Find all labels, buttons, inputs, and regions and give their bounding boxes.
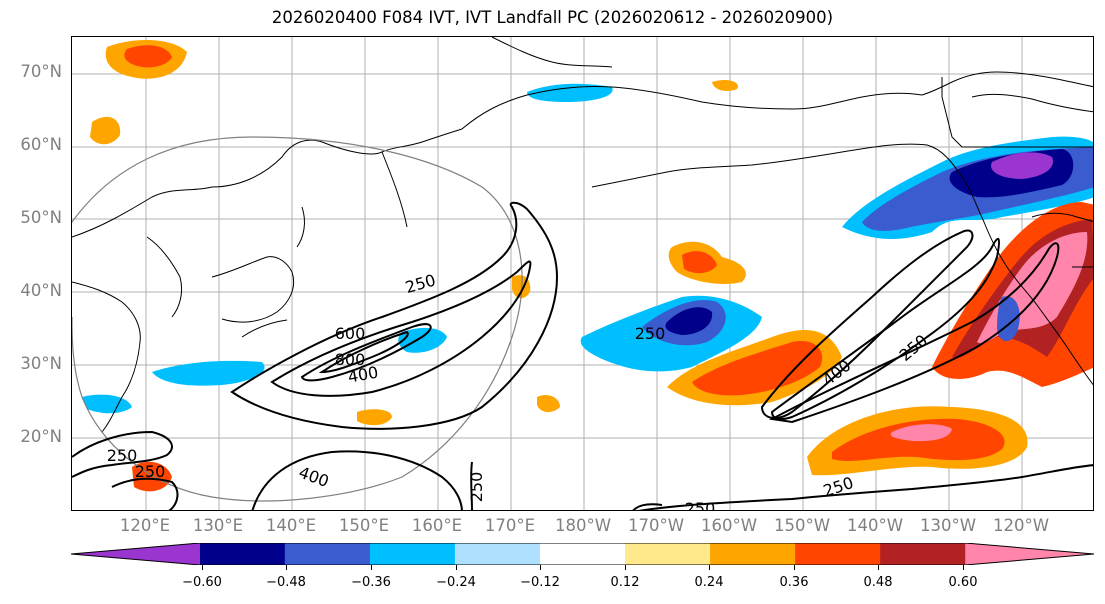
positive-anomaly-bering (712, 79, 738, 91)
colorbar-tick-mark (286, 565, 287, 570)
colorbar-segment (284, 543, 371, 565)
colorbar-segment (710, 543, 796, 565)
lon-label-180w: 180°W (554, 516, 612, 535)
colorbar-tick-label: −0.12 (520, 575, 560, 590)
contour-label-800: 800 (335, 350, 366, 369)
positive-anomaly-arctic-small (90, 116, 121, 145)
colorbar-segment (71, 543, 200, 565)
contour-label-250-philippines: 250 (135, 462, 166, 481)
positive-anomaly-hawaii (537, 395, 560, 413)
colorbar-tick-mark (540, 565, 541, 570)
lon-label-160w: 160°W (700, 516, 758, 535)
lat-label-20n: 20°N (20, 427, 62, 446)
colorbar-tick-mark (709, 565, 710, 570)
colorbar-segment (369, 543, 456, 565)
contour-label-group: 250 600 800 400 250 400 250 250 400 250 … (107, 270, 932, 511)
map-title: 2026020400 F084 IVT, IVT Landfall PC (20… (271, 8, 834, 27)
reference-great-circle (72, 136, 523, 502)
negative-anomaly-east-asia (152, 360, 265, 386)
lon-label-130e: 130°E (192, 516, 244, 535)
lat-label-30n: 30°N (20, 354, 62, 373)
colorbar-tick-mark (794, 565, 795, 570)
colorbar-tick-label: 0.60 (948, 575, 978, 590)
contour-label-250-south: 250 (821, 473, 856, 501)
negative-anomaly-east-asia-2 (398, 327, 447, 353)
lat-label-70n: 70°N (20, 62, 62, 81)
ivt-contours (72, 201, 1093, 510)
colorbar-segment (454, 543, 541, 565)
contour-label-400-south: 400 (296, 463, 331, 491)
positive-anomaly-subtropics-extreme (890, 424, 952, 442)
colorbar-segment (199, 543, 286, 565)
contour-label-250-central: 250 (635, 324, 666, 343)
lon-label-120w: 120°W (992, 516, 1050, 535)
colorbar-tick-mark (625, 565, 626, 570)
lat-label-60n: 60°N (20, 135, 62, 154)
lon-label-170e: 170°E (484, 516, 536, 535)
negative-anomaly-alaska (527, 83, 613, 102)
positive-anomaly-midpac (357, 409, 392, 426)
lon-label-140w: 140°W (846, 516, 904, 535)
colorbar-tick-mark (963, 565, 964, 570)
colorbar-tick-label: −0.24 (436, 575, 476, 590)
lon-label-160e: 160°E (411, 516, 463, 535)
lon-label-150e: 150°E (338, 516, 390, 535)
lon-label-140e: 140°E (265, 516, 317, 535)
colorbar-tick-mark (878, 565, 879, 570)
colorbar-tick-label: 0.36 (779, 575, 809, 590)
lat-label-50n: 50°N (20, 208, 62, 227)
lon-label-120e: 120°E (119, 516, 171, 535)
contour-label-250-east: 250 (896, 331, 932, 365)
colorbar-segment (880, 543, 966, 565)
colorbar-tick-label: 0.48 (863, 575, 893, 590)
contour-label-250-dateline: 250 (467, 472, 486, 503)
lon-label-130w: 130°W (919, 516, 977, 535)
contour-label-250-bottom: 250 (685, 499, 716, 511)
colorbar (70, 542, 1095, 566)
contour-label-400-west: 400 (346, 363, 379, 387)
positive-anomaly-north-pacific-strong (682, 251, 717, 274)
gridlines (72, 37, 1093, 510)
lon-label-150w: 150°W (773, 516, 831, 535)
colorbar-segment (965, 543, 1094, 565)
colorbar-tick-mark (202, 565, 203, 570)
lon-label-170w: 170°W (627, 516, 685, 535)
lat-label-40n: 40°N (20, 281, 62, 300)
shaded-anomalies (82, 40, 1093, 492)
negative-anomaly-sw-pacific (82, 394, 132, 414)
contour-label-250-west: 250 (403, 270, 438, 297)
map-panel: 250 600 800 400 250 400 250 250 400 250 … (71, 36, 1094, 511)
colorbar-segment (625, 543, 711, 565)
colorbar-tick-label: −0.60 (182, 575, 222, 590)
colorbar-segment (795, 543, 881, 565)
colorbar-tick-label: 0.24 (694, 575, 724, 590)
contour-label-600: 600 (335, 324, 366, 343)
positive-anomaly-arctic-west-strong (124, 45, 172, 68)
coastlines (72, 37, 1093, 433)
colorbar-segment (539, 543, 626, 565)
colorbar-tick-mark (456, 565, 457, 570)
colorbar-tick-label: −0.48 (266, 575, 306, 590)
negative-anomaly-bc-extreme (991, 152, 1053, 179)
contour-label-250-taiwan: 250 (107, 446, 138, 465)
colorbar-tick-mark (371, 565, 372, 570)
negative-anomaly-central-pacific-deep (665, 307, 713, 335)
colorbar-tick-label: 0.12 (610, 575, 640, 590)
positive-anomaly-east-pacific-strong (692, 341, 823, 396)
colorbar-tick-label: −0.36 (351, 575, 391, 590)
